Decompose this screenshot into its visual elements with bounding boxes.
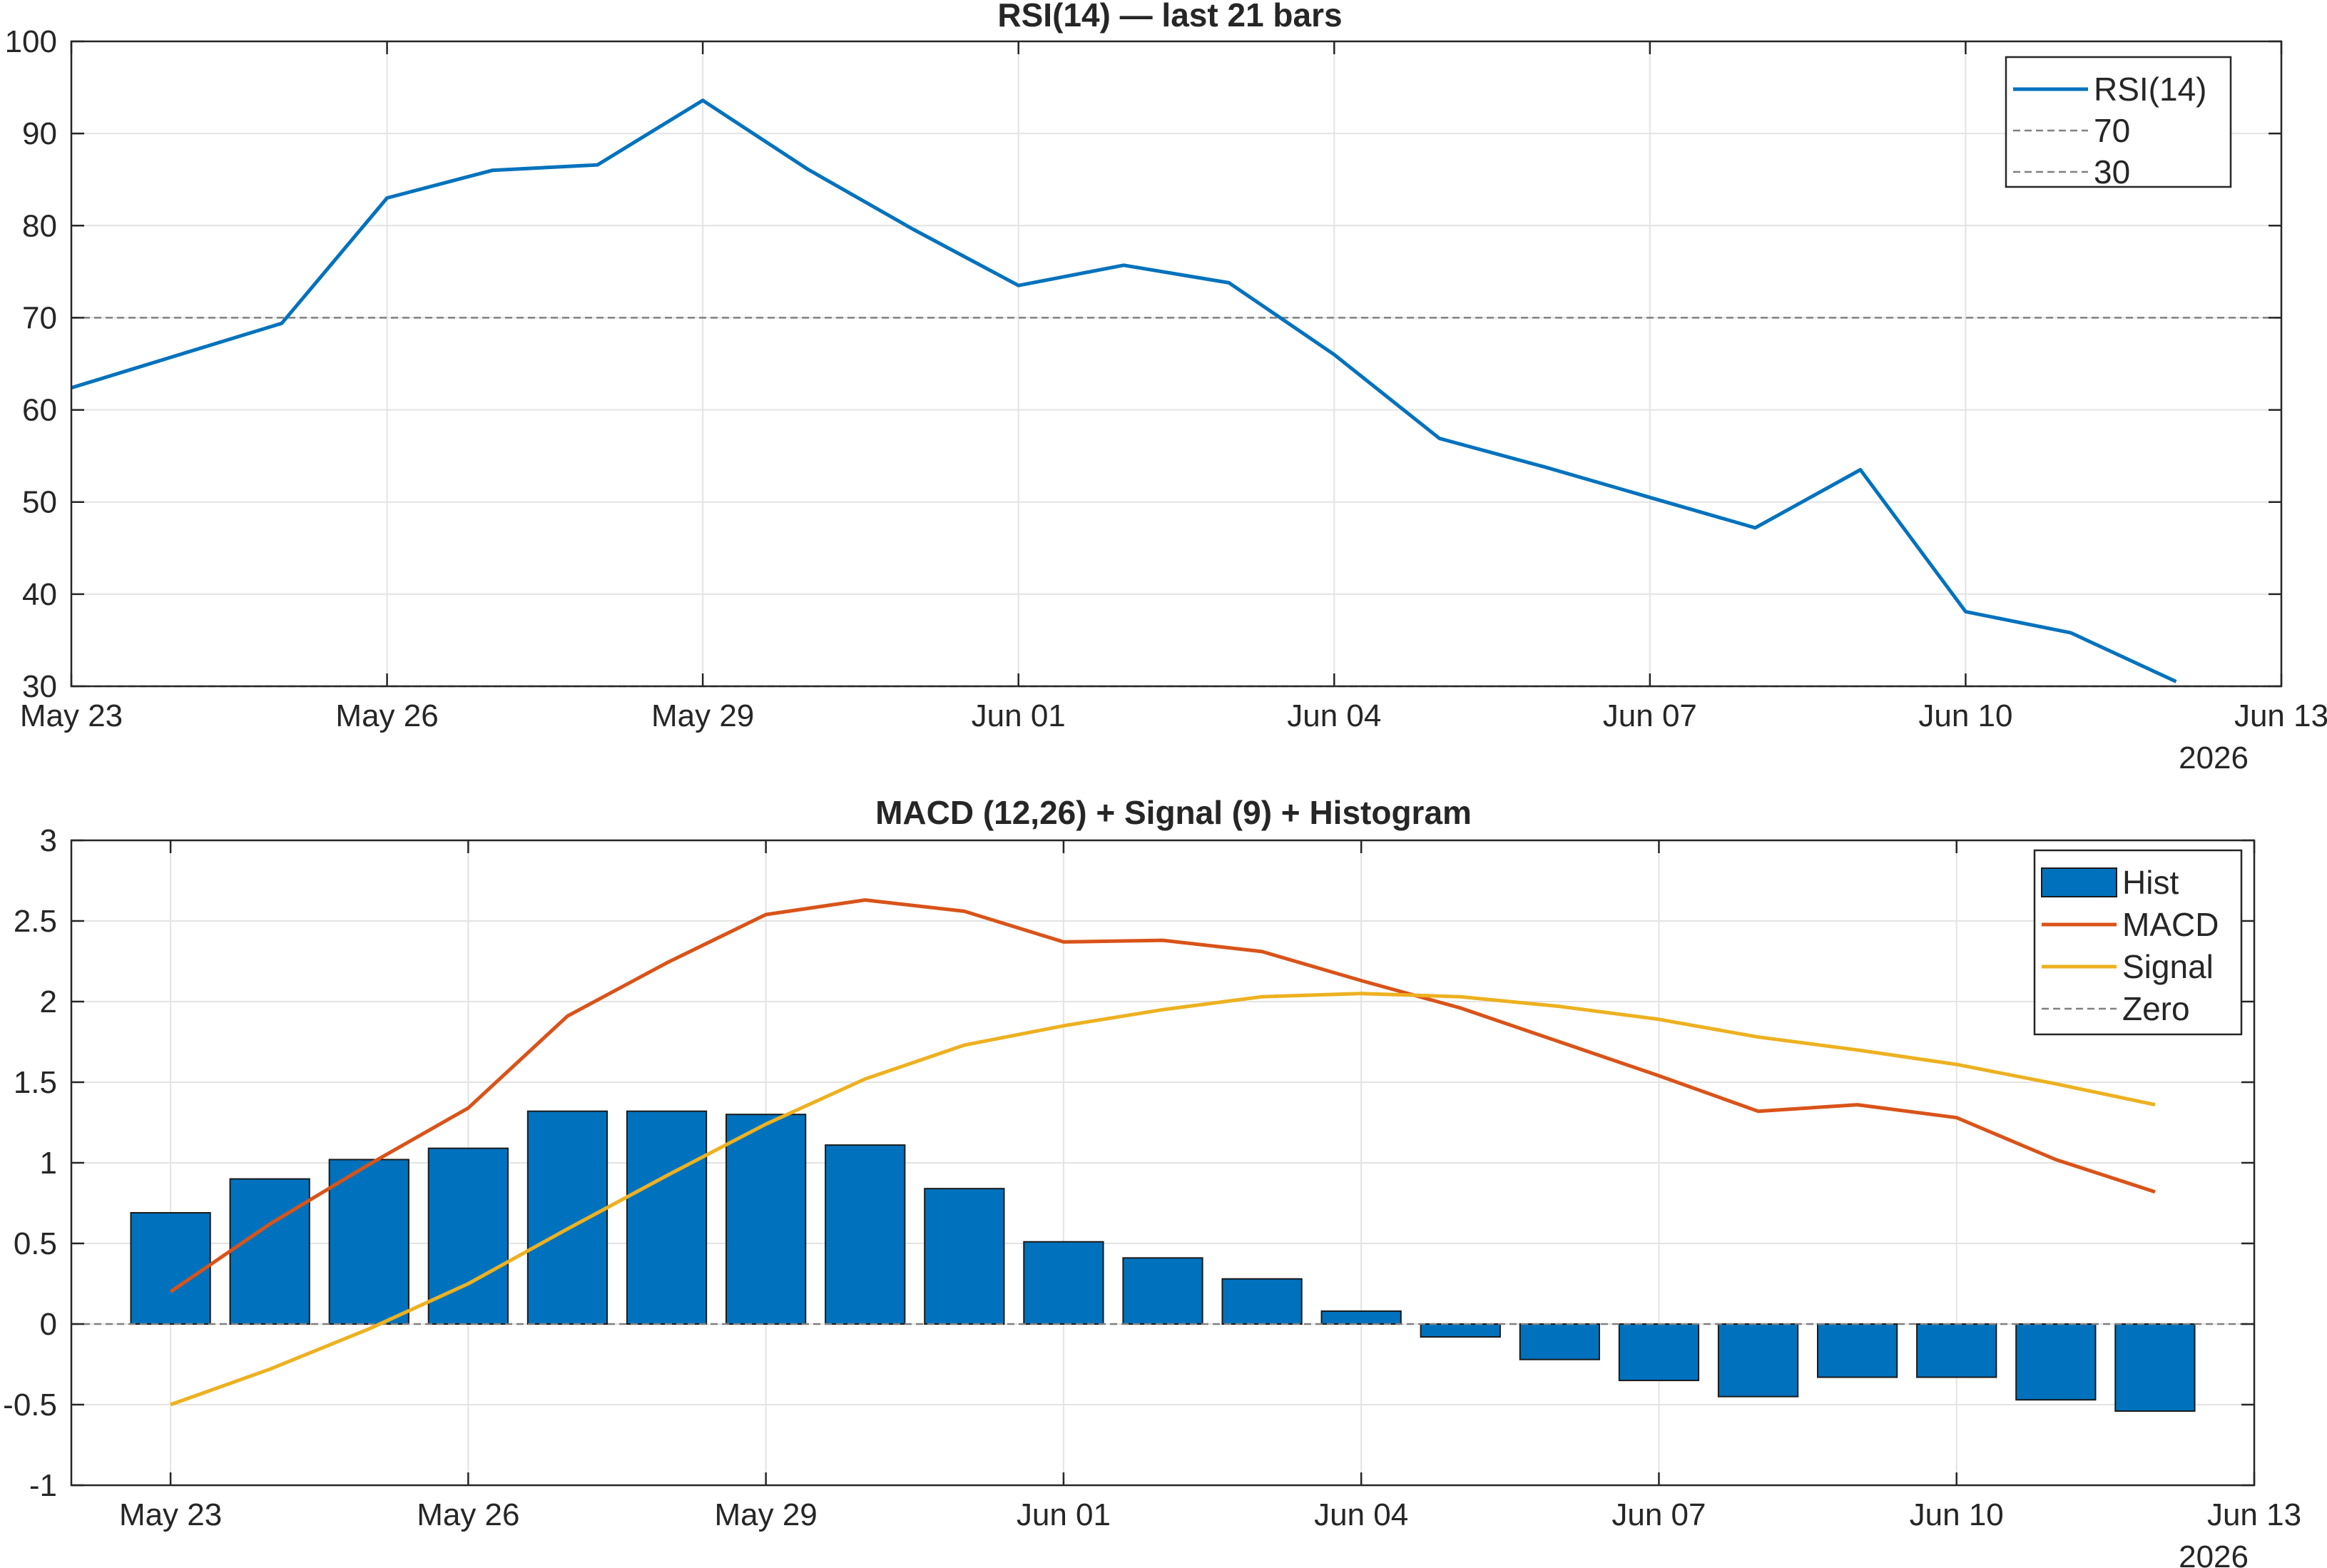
rsi-chart-panel: RSI(14) — last 21 bars May 23 May 26 May 2… bbox=[5, 0, 2327, 775]
rsi-ytick-label: 50 bbox=[22, 485, 57, 520]
rsi-ticks: May 23 May 26 May 29 Jun 01 Jun 04 Jun 07 Jun … bbox=[5, 24, 2327, 733]
macd-xtick-label: May 26 bbox=[417, 1497, 519, 1532]
macd-hist-bar bbox=[626, 1110, 708, 1325]
macd-histogram-bars bbox=[130, 1110, 2196, 1412]
rsi-legend-label-70: 70 bbox=[2094, 112, 2130, 149]
macd-hist-bar bbox=[526, 1110, 609, 1325]
rsi-axes-box bbox=[70, 40, 2283, 688]
rsi-legend: RSI(14) 70 30 bbox=[2005, 56, 2232, 190]
macd-xtick-label: Jun 10 bbox=[1910, 1497, 2004, 1532]
rsi-line-rsi-14- bbox=[71, 98, 2177, 683]
rsi-xtick-label: May 29 bbox=[651, 698, 754, 733]
rsi-xtick-label: May 26 bbox=[335, 698, 438, 733]
macd-xtick-label: Jun 04 bbox=[1314, 1497, 1408, 1532]
macd-line-macd bbox=[169, 898, 2156, 1293]
macd-legend-label-signal: Signal bbox=[2122, 948, 2214, 985]
macd-hist-bar bbox=[2114, 1323, 2196, 1412]
rsi-legend-label-30: 30 bbox=[2094, 153, 2130, 190]
macd-hist-bar bbox=[2015, 1323, 2097, 1401]
rsi-chart-title: RSI(14) — last 21 bars bbox=[997, 0, 1342, 34]
macd-ytick-label: 0 bbox=[40, 1307, 57, 1342]
macd-ytick-label: -1 bbox=[29, 1468, 57, 1503]
macd-ticks: May 23 May 26 May 29 Jun 01 Jun 04 Jun 07 Jun … bbox=[3, 823, 2301, 1532]
rsi-ytick-label: 60 bbox=[22, 393, 57, 428]
rsi-ytick-label: 30 bbox=[22, 669, 57, 704]
macd-line-signal bbox=[170, 992, 2156, 1407]
rsi-legend-label-rsi-14-: RSI(14) bbox=[2094, 71, 2206, 108]
rsi-legend-box bbox=[2005, 56, 2232, 188]
rsi-ytick-label: 40 bbox=[22, 577, 57, 612]
rsi-xtick-label: Jun 10 bbox=[1918, 698, 2012, 733]
rsi-xtick-label: Jun 01 bbox=[972, 698, 1066, 733]
macd-legend: Hist MACD Signal Zero bbox=[2033, 849, 2243, 1036]
macd-xtick-label: Jun 07 bbox=[1611, 1497, 1706, 1532]
rsi-x-year-label: 2026 bbox=[2179, 740, 2249, 775]
macd-ytick-label: 1.5 bbox=[14, 1065, 57, 1100]
macd-hist-bar bbox=[130, 1212, 211, 1325]
macd-hist-bar bbox=[1817, 1323, 1898, 1378]
macd-hist-bar bbox=[1122, 1257, 1203, 1325]
macd-ytick-label: 1 bbox=[40, 1146, 57, 1181]
macd-hist-bar bbox=[725, 1114, 807, 1325]
macd-xtick-label: May 29 bbox=[714, 1497, 817, 1532]
macd-legend-label-macd: MACD bbox=[2122, 906, 2219, 943]
macd-hist-bar bbox=[1420, 1323, 1501, 1338]
macd-xtick-label: Jun 13 bbox=[2207, 1497, 2301, 1532]
macd-ytick-label: 3 bbox=[40, 823, 57, 858]
macd-hist-bar bbox=[1320, 1310, 1402, 1325]
rsi-xtick-label: May 23 bbox=[20, 698, 123, 733]
rsi-ytick-label: 90 bbox=[22, 116, 57, 151]
rsi-series bbox=[71, 98, 2177, 683]
macd-series bbox=[169, 898, 2156, 1407]
macd-legend-label-hist: Hist bbox=[2122, 864, 2179, 901]
macd-hist-bar bbox=[1618, 1323, 1700, 1382]
rsi-xtick-label: Jun 04 bbox=[1287, 698, 1381, 733]
macd-ytick-label: 2.5 bbox=[14, 904, 57, 939]
macd-hist-bar bbox=[1717, 1323, 1799, 1398]
macd-ytick-label: -0.5 bbox=[3, 1388, 57, 1422]
macd-xtick-label: Jun 01 bbox=[1017, 1497, 1111, 1532]
macd-hist-bar bbox=[924, 1188, 1005, 1325]
rsi-ytick-label: 70 bbox=[22, 300, 57, 335]
macd-hist-bar bbox=[1221, 1278, 1303, 1325]
macd-legend-swatch-hist bbox=[2041, 867, 2117, 897]
rsi-ytick-label: 80 bbox=[22, 208, 57, 243]
rsi-ytick-label: 100 bbox=[5, 24, 57, 59]
macd-legend-label-zero: Zero bbox=[2122, 990, 2190, 1027]
macd-hist-bar bbox=[328, 1159, 409, 1325]
rsi-xtick-label: Jun 13 bbox=[2234, 698, 2327, 733]
rsi-xtick-label: Jun 07 bbox=[1603, 698, 1697, 733]
macd-chart-panel: MACD (12,26) + Signal (9) + Histogram Ma… bbox=[3, 794, 2301, 1568]
macd-hist-bar bbox=[825, 1144, 906, 1325]
macd-hist-bar bbox=[229, 1178, 310, 1325]
macd-ytick-label: 0.5 bbox=[14, 1226, 57, 1261]
macd-hist-bar bbox=[1023, 1241, 1104, 1325]
macd-hist-bar bbox=[1916, 1323, 1997, 1378]
macd-xtick-label: May 23 bbox=[119, 1497, 222, 1532]
macd-hist-bar bbox=[1519, 1323, 1601, 1360]
macd-chart-title: MACD (12,26) + Signal (9) + Histogram bbox=[875, 794, 1472, 831]
macd-x-year-label: 2026 bbox=[2179, 1539, 2249, 1568]
macd-ytick-label: 2 bbox=[40, 984, 57, 1019]
